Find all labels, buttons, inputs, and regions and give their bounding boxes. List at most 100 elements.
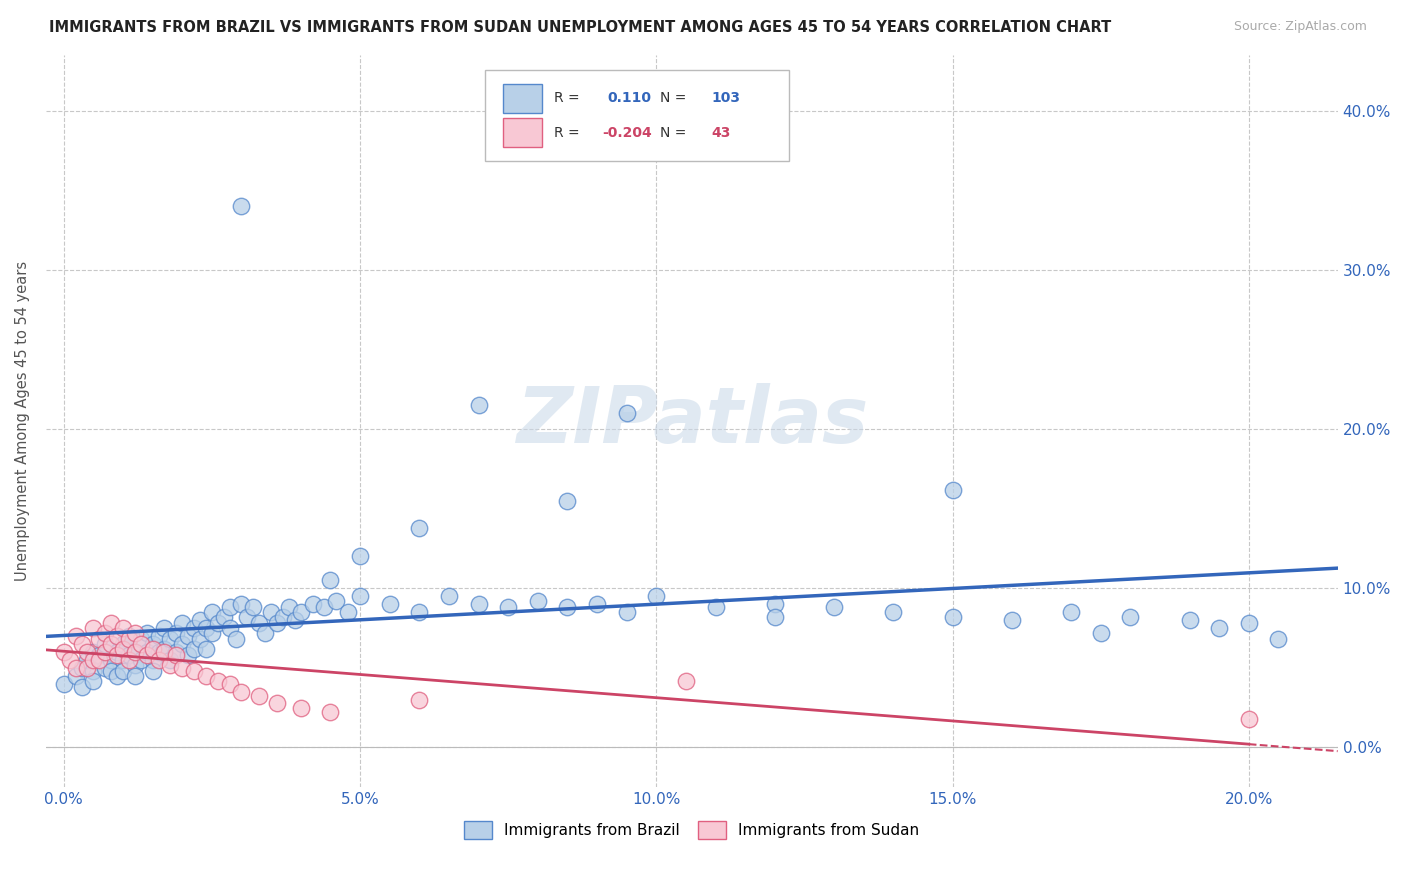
Point [82, 673, 104, 688]
Point [148, 629, 170, 643]
Point [526, 594, 548, 608]
Point [194, 621, 217, 635]
Point [266, 696, 288, 710]
Point [231, 199, 253, 213]
Point [437, 589, 460, 603]
Point [1267, 632, 1289, 647]
Point [337, 605, 360, 619]
Point [124, 669, 146, 683]
Point [129, 637, 152, 651]
Point [467, 597, 489, 611]
Point [148, 645, 170, 659]
Point [111, 641, 134, 656]
Point [201, 605, 224, 619]
Point [153, 645, 176, 659]
Point [94, 637, 117, 651]
FancyBboxPatch shape [503, 84, 541, 113]
Point [266, 616, 288, 631]
Point [111, 637, 134, 651]
Point [165, 625, 187, 640]
Point [129, 653, 152, 667]
Point [1060, 605, 1083, 619]
Point [247, 616, 270, 631]
Point [118, 653, 141, 667]
Point [100, 616, 122, 631]
Point [142, 641, 165, 656]
FancyBboxPatch shape [503, 118, 541, 147]
Point [408, 692, 430, 706]
Point [1001, 613, 1024, 627]
Point [94, 645, 117, 659]
Point [349, 549, 371, 564]
Point [218, 600, 240, 615]
Point [236, 610, 259, 624]
Point [704, 600, 727, 615]
Point [194, 669, 217, 683]
Point [231, 597, 253, 611]
Point [111, 621, 134, 635]
Point [314, 600, 336, 615]
Point [1178, 613, 1201, 627]
Point [941, 483, 963, 497]
Point [201, 625, 224, 640]
Point [188, 613, 211, 627]
Point [111, 664, 134, 678]
Point [82, 653, 104, 667]
Point [100, 637, 122, 651]
Point [82, 664, 104, 678]
Point [557, 493, 579, 508]
Point [105, 629, 128, 643]
Point [135, 648, 157, 662]
Point [94, 625, 117, 640]
Point [129, 632, 152, 647]
Point [177, 629, 200, 643]
Point [467, 398, 489, 412]
Point [100, 664, 122, 678]
Point [645, 589, 668, 603]
Point [142, 653, 165, 667]
Point [616, 406, 638, 420]
Point [142, 664, 165, 678]
Point [159, 632, 181, 647]
Point [65, 629, 87, 643]
Point [52, 676, 75, 690]
Point [100, 653, 122, 667]
Point [616, 605, 638, 619]
Point [142, 637, 165, 651]
Text: Source: ZipAtlas.com: Source: ZipAtlas.com [1233, 20, 1367, 33]
Point [124, 657, 146, 672]
Point [188, 632, 211, 647]
Point [65, 661, 87, 675]
Point [242, 600, 264, 615]
Point [76, 653, 98, 667]
Point [52, 645, 75, 659]
Point [118, 648, 141, 662]
Point [260, 605, 283, 619]
Text: 0.110: 0.110 [607, 91, 652, 105]
Point [94, 661, 117, 675]
Point [675, 673, 697, 688]
Point [70, 661, 93, 675]
Point [290, 700, 312, 714]
Point [124, 625, 146, 640]
Point [823, 600, 845, 615]
Text: ZIPatlas: ZIPatlas [516, 384, 868, 459]
Text: R =: R = [554, 126, 579, 140]
Point [172, 616, 194, 631]
Text: N =: N = [659, 91, 686, 105]
Point [148, 653, 170, 667]
Text: -0.204: -0.204 [603, 126, 652, 140]
Point [76, 661, 98, 675]
Point [325, 594, 347, 608]
Point [59, 653, 82, 667]
Text: 103: 103 [711, 91, 740, 105]
Point [70, 680, 93, 694]
Point [496, 600, 519, 615]
Point [763, 597, 786, 611]
Text: 43: 43 [711, 126, 731, 140]
Point [194, 641, 217, 656]
Point [159, 653, 181, 667]
Point [586, 597, 609, 611]
Point [118, 632, 141, 647]
Point [763, 610, 786, 624]
